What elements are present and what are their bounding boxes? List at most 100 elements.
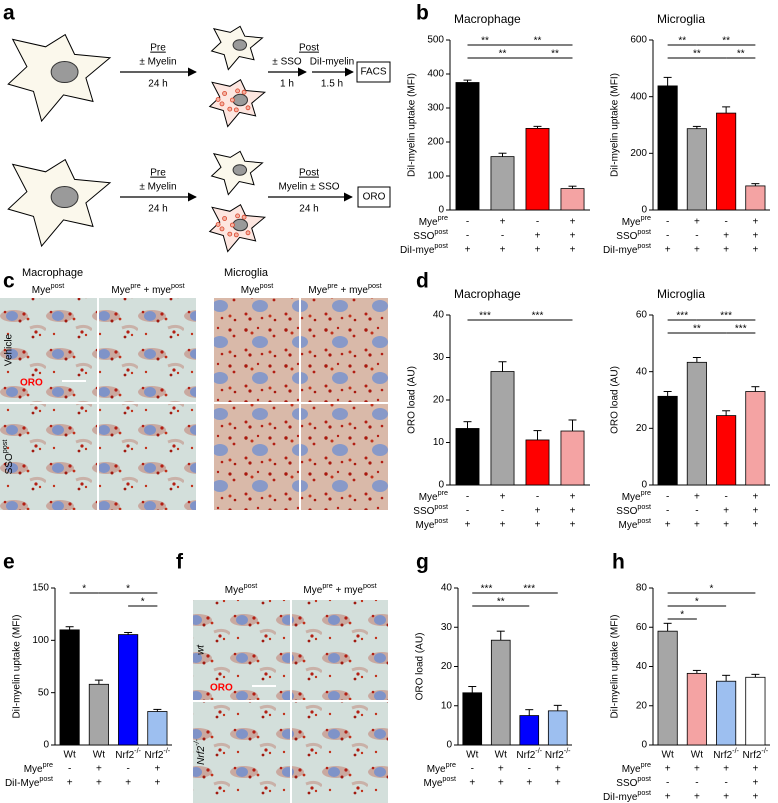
condition-label: DiI-myepost	[603, 241, 651, 256]
schematic-text: Pre	[150, 43, 166, 54]
text-segment: post	[434, 516, 448, 525]
condition-mark: +	[67, 778, 73, 789]
y-tick-label: 20	[636, 700, 648, 711]
condition-mark: +	[570, 245, 576, 256]
text-segment: Mye	[111, 285, 130, 296]
condition-mark: +	[570, 506, 576, 517]
condition-mark: +	[694, 492, 700, 503]
condition-mark: +	[555, 778, 561, 789]
condition-mark: +	[694, 792, 700, 803]
text-segment: Nrf2	[115, 750, 134, 761]
text-segment: SSO	[4, 453, 15, 474]
schematic-text: FACS	[360, 67, 386, 78]
condition-label: Myepre	[24, 760, 53, 775]
significance-label: **	[481, 36, 489, 47]
condition-mark: -	[471, 764, 474, 775]
condition-mark: -	[466, 506, 469, 517]
text-segment: post	[434, 241, 448, 250]
nucleus	[232, 218, 248, 232]
text-segment: post	[637, 227, 651, 236]
micrograph	[214, 404, 299, 510]
condition-mark: -	[528, 764, 531, 775]
text-segment: Mye	[24, 764, 43, 775]
text-segment: pre	[327, 281, 337, 290]
condition-label: SSOpost	[616, 774, 651, 789]
schematic-text: 1.5 h	[321, 79, 343, 90]
condition-mark: +	[752, 778, 758, 789]
text-segment: post	[637, 516, 651, 525]
condition-mark: +	[694, 764, 700, 775]
myelin-droplet	[229, 97, 235, 103]
significance-label: **	[497, 597, 505, 608]
text-segment: pre	[322, 581, 332, 590]
significance-label: ***	[523, 584, 535, 595]
bar	[560, 188, 585, 211]
chart-title: Microglia	[657, 287, 705, 301]
myelin-droplet	[215, 222, 221, 227]
text-segment: DiI-mye	[400, 245, 435, 256]
text-segment: Nrf2	[196, 746, 207, 765]
y-axis-label: ORO load (AU)	[415, 633, 426, 701]
nucleus	[50, 60, 79, 84]
micrograph	[99, 298, 196, 402]
bar	[686, 672, 707, 746]
column-label: Myepost	[225, 581, 258, 596]
schematic: Pre ± Myelin 24 h Post ± SSO 1 h DiI-mye…	[7, 25, 391, 253]
y-tick-label: 40	[433, 310, 445, 321]
bar	[716, 680, 737, 746]
myelin-droplet	[227, 106, 233, 112]
y-axis-label: DiI-myelin uptake (MFI)	[610, 73, 621, 177]
condition-mark: -	[695, 506, 698, 517]
nucleus	[50, 185, 79, 209]
myelin-droplet	[222, 91, 228, 96]
condition-mark: -	[501, 506, 504, 517]
condition-mark: +	[752, 520, 758, 531]
micrograph	[0, 404, 97, 510]
bar	[745, 676, 766, 746]
y-tick-label: 600	[630, 35, 647, 46]
text-segment: pre	[641, 488, 651, 497]
y-tick-label: 0	[446, 740, 452, 751]
y-axis-label: DiI-myelin uptake (MFI)	[12, 615, 23, 719]
x-tick-label: Wt	[662, 750, 674, 761]
y-axis-label: DiI-myelin uptake (MFI)	[610, 615, 621, 719]
text-segment: Mye	[619, 520, 638, 531]
y-tick-label: 20	[433, 395, 445, 406]
schematic-text: DiI-myelin	[310, 57, 354, 68]
bar	[657, 85, 678, 211]
text-segment: Mye	[419, 492, 438, 503]
condition-mark: +	[723, 520, 729, 531]
condition-mark: +	[465, 245, 471, 256]
condition-mark: +	[498, 778, 504, 789]
column-label: Myepost	[32, 281, 65, 296]
condition-label: SSOpost	[616, 502, 651, 517]
schematic-text: 1 h	[280, 79, 294, 90]
y-tick-label: 400	[427, 69, 444, 80]
y-tick-label: 40	[636, 661, 648, 672]
condition-mark: +	[694, 217, 700, 228]
condition-mark: -	[68, 764, 71, 775]
micrograph	[301, 298, 388, 402]
myelin-droplet	[245, 105, 251, 111]
text-segment: + mye	[338, 285, 369, 296]
panel-label: h	[612, 551, 625, 574]
bar	[745, 391, 766, 486]
condition-mark: +	[752, 245, 758, 256]
myelin-droplet	[215, 97, 221, 102]
significance-label: ***	[532, 311, 544, 322]
micrograph	[193, 600, 290, 700]
myelin-droplet	[222, 216, 228, 221]
panel-label: g	[416, 551, 429, 574]
y-tick-label: 0	[438, 480, 444, 491]
myelin-droplet	[235, 213, 241, 219]
text-segment: DiI-Mye	[5, 778, 40, 789]
condition-mark: +	[752, 492, 758, 503]
condition-mark: -	[666, 231, 669, 242]
significance-label: **	[534, 36, 542, 47]
condition-mark: +	[752, 231, 758, 242]
panel-label: b	[416, 2, 429, 25]
text-segment: -/-	[192, 739, 201, 746]
myelin-droplet	[227, 231, 233, 237]
y-tick-label: 0	[641, 480, 647, 491]
